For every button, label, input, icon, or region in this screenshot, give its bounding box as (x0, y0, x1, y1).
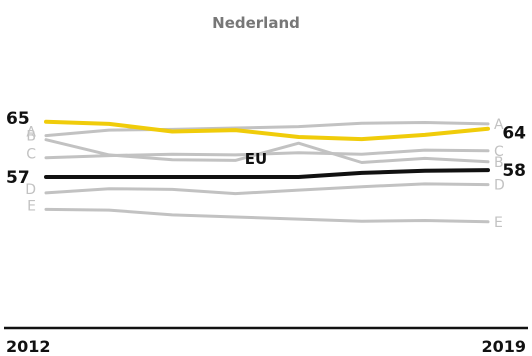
nederland-series-d-line (44, 182, 490, 196)
nederland-series-b-start-label: B (26, 129, 36, 145)
nederland-start-value-label: 65 (6, 109, 30, 129)
nederland-series-b-end-label: B (494, 155, 504, 171)
eu-highlight-line (44, 168, 490, 179)
eu-series-e-line (44, 207, 490, 224)
nederland-end-value-label: 64 (502, 124, 526, 144)
eu-start-value-label: 57 (6, 168, 30, 188)
nederland-series-d-end-label: D (494, 178, 505, 194)
eu-series-e-end-label: E (494, 215, 503, 231)
nederland-series-d-start-label: D (25, 182, 36, 198)
nederland-series-c-line (44, 148, 490, 160)
nederland-highlight-line (44, 119, 490, 142)
nederland-group-title: Nederland (212, 14, 300, 32)
nederland-series-a-end-label: A (494, 117, 504, 133)
eu-series-e-start-label: E (27, 198, 36, 214)
nederland-series-c-start-label: C (26, 147, 36, 163)
eu-group-title: EU (245, 150, 267, 168)
nederland-series-a-line (44, 121, 490, 138)
nederland-series-c-end-label: C (494, 144, 504, 160)
nederland-series-a-start-label: A (26, 125, 36, 141)
x-tick-label-2019: 2019 (481, 337, 526, 356)
eu-end-value-label: 58 (502, 161, 526, 181)
x-tick-label-2012: 2012 (6, 337, 51, 356)
